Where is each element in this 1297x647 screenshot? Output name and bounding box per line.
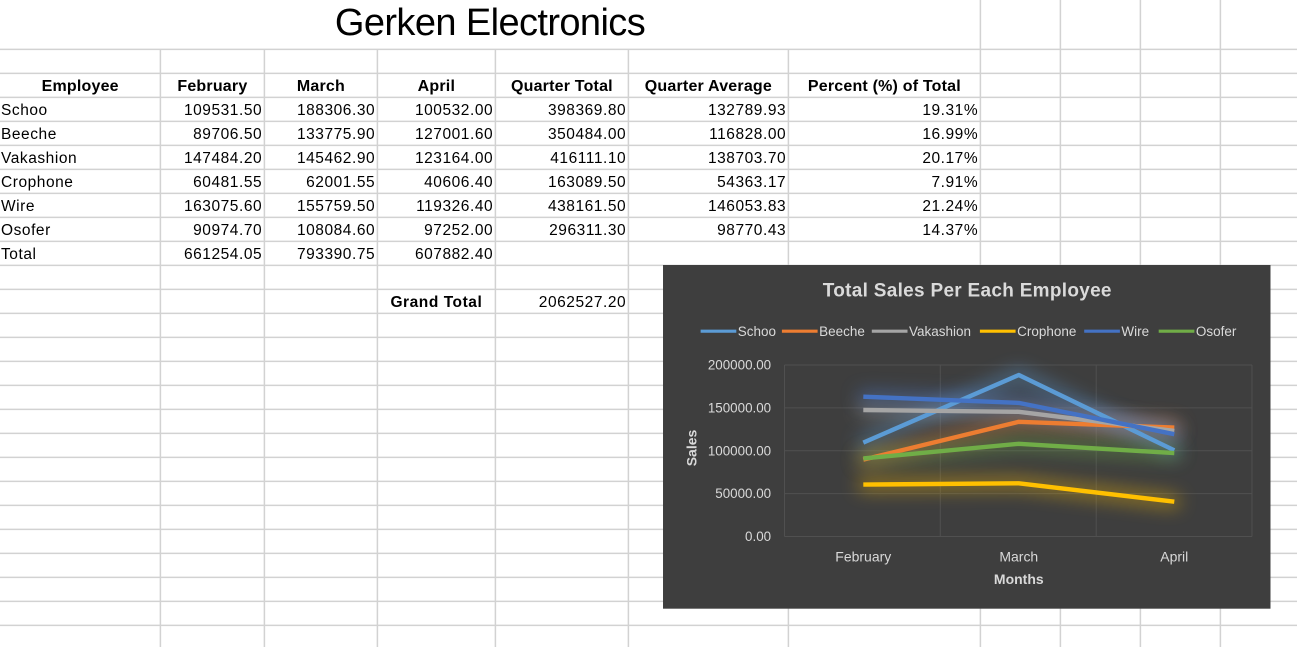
- svg-text:Crophone: Crophone: [1017, 324, 1076, 339]
- svg-text:50000.00: 50000.00: [715, 486, 771, 501]
- svg-text:Beeche: Beeche: [819, 324, 865, 339]
- svg-text:Total Sales Per Each Employee: Total Sales Per Each Employee: [823, 280, 1112, 301]
- svg-text:200000.00: 200000.00: [708, 358, 771, 373]
- svg-text:February: February: [835, 548, 891, 564]
- svg-text:Months: Months: [994, 571, 1044, 587]
- svg-text:Sales: Sales: [684, 429, 700, 466]
- svg-text:0.00: 0.00: [745, 529, 771, 544]
- svg-text:Wire: Wire: [1121, 324, 1149, 339]
- svg-text:March: March: [999, 548, 1038, 564]
- svg-text:April: April: [1160, 548, 1188, 564]
- svg-text:100000.00: 100000.00: [708, 443, 771, 458]
- svg-text:Vakashion: Vakashion: [909, 324, 971, 339]
- svg-text:Osofer: Osofer: [1196, 324, 1237, 339]
- svg-text:150000.00: 150000.00: [708, 400, 771, 415]
- svg-text:Schoo: Schoo: [738, 324, 776, 339]
